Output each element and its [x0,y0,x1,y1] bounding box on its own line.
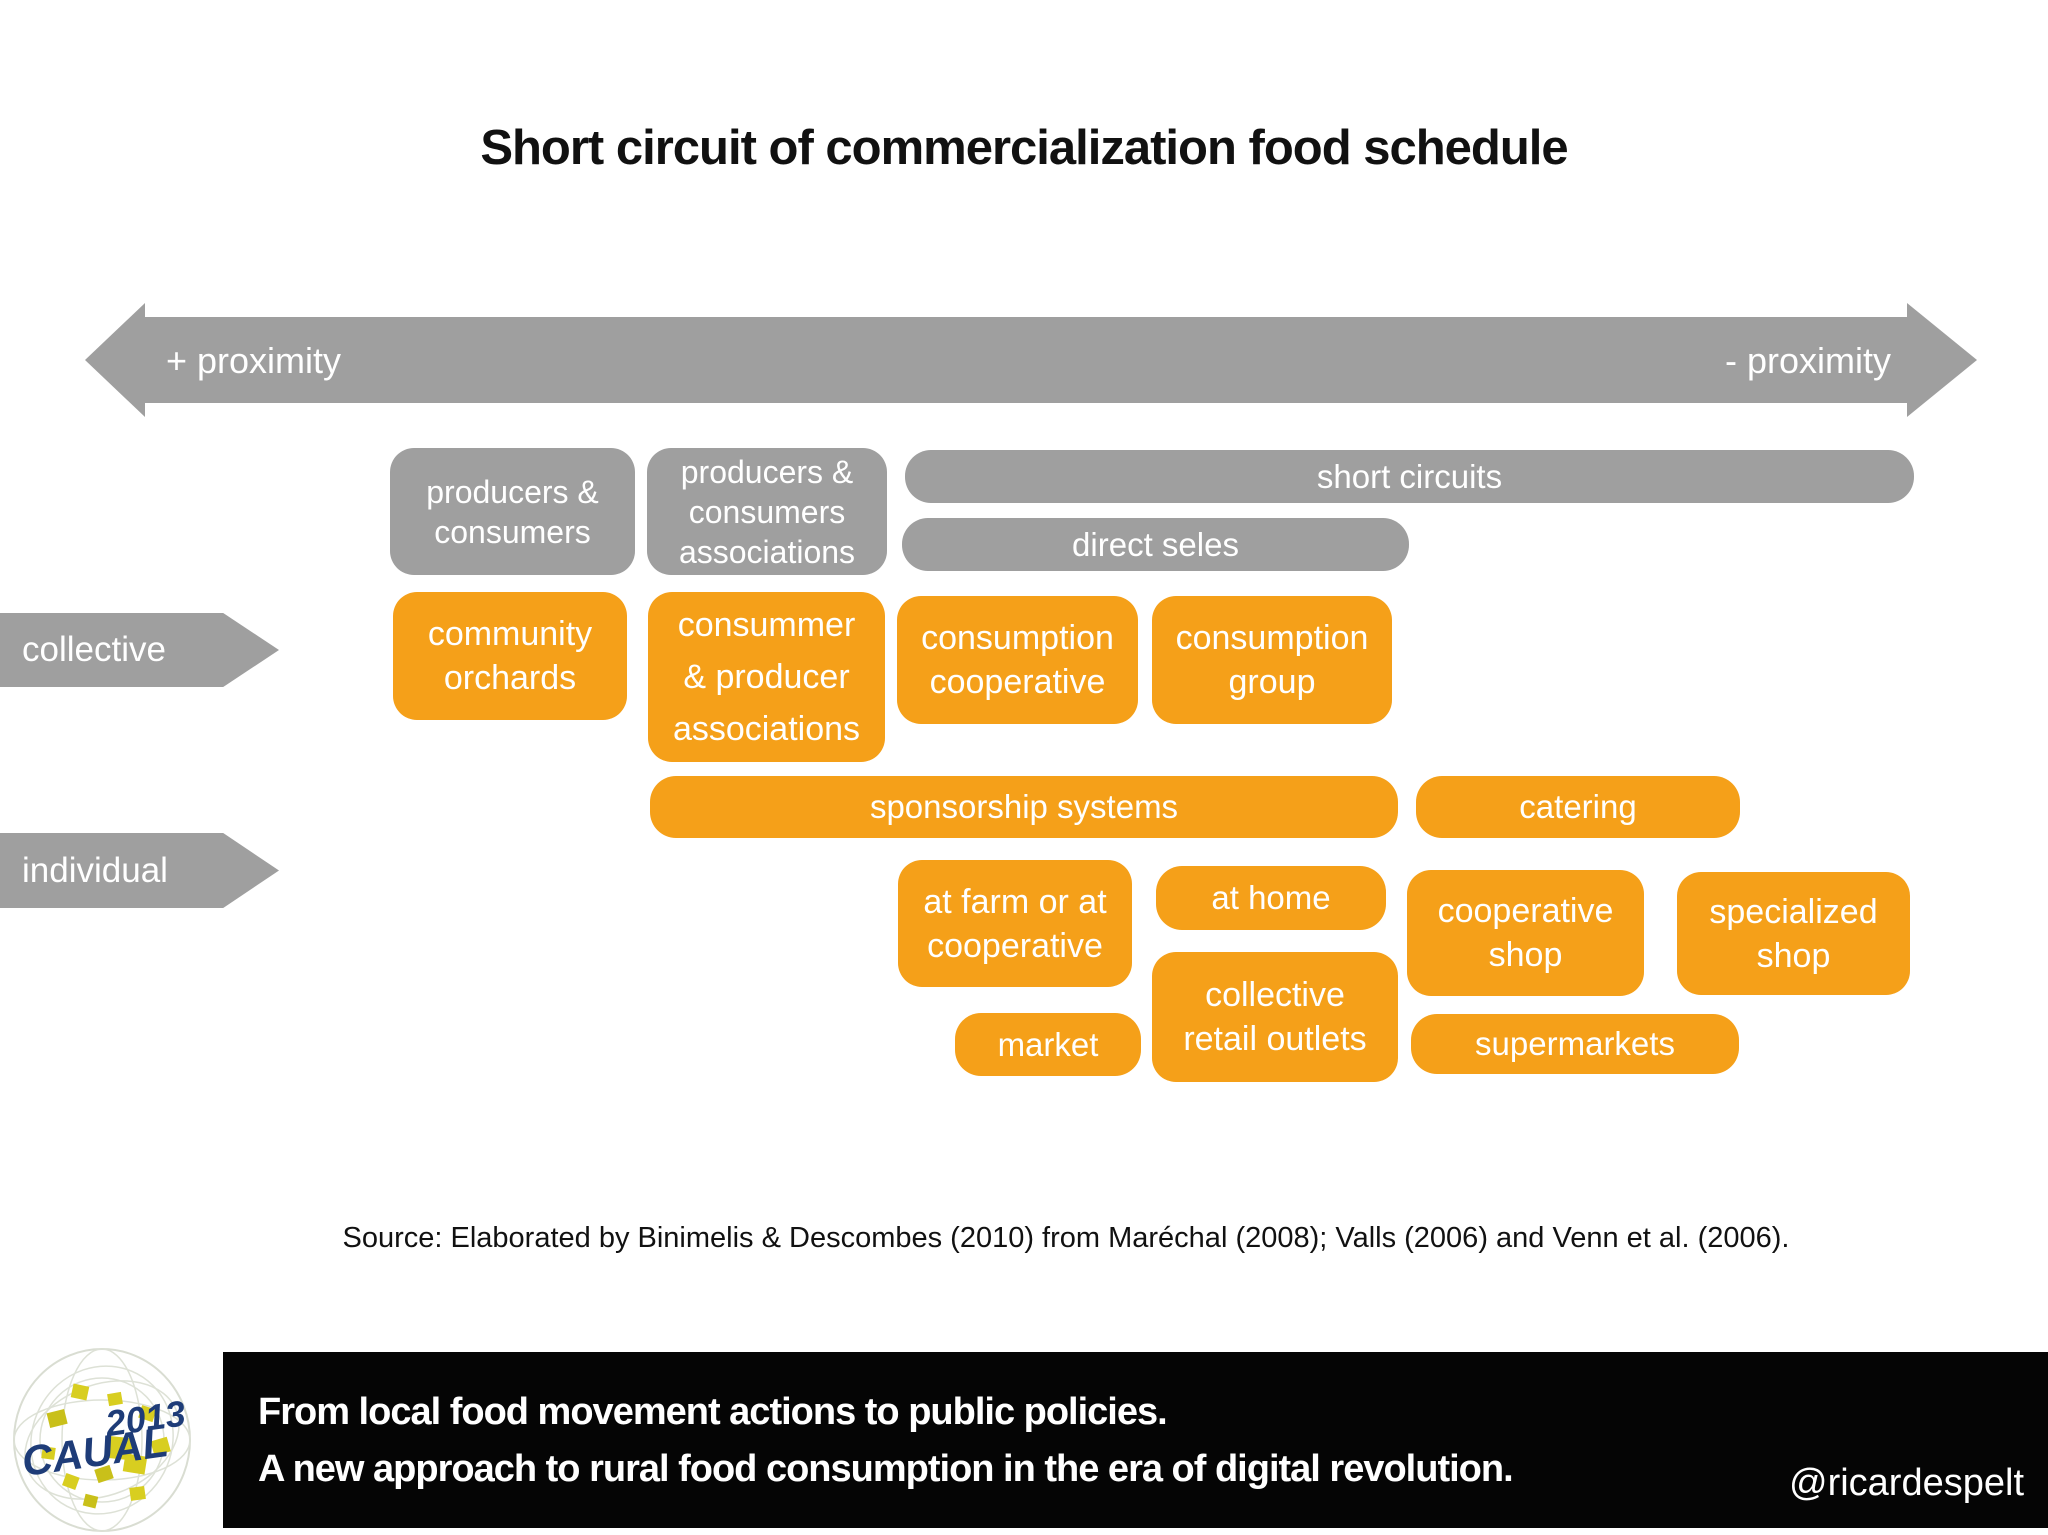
proximity-plus-label: + proximity [166,340,342,381]
box-producers-consumers-associations: producers & consumers associations [647,448,887,575]
box-at-home: at home [1156,866,1386,930]
slide-title: Short circuit of commercialization food … [480,121,1568,175]
casual-2013-conference-logo-icon: CAUAL 2013 [12,1347,192,1535]
box-community-orchards: community orchards [393,592,627,720]
box-catering: catering [1416,776,1740,838]
box-cooperative-shop: cooperative shop [1407,870,1644,996]
individual-arrow: individual [0,833,279,908]
box-consummer-producer-associations: consummer & producer associations [648,592,885,762]
box-consumption-group: consumption group [1152,596,1392,724]
twitter-handle: @ricardespelt [1789,1462,2024,1504]
box-at-farm-or-at-cooperative: at farm or at cooperative [898,860,1132,987]
box-supermarkets: supermarkets [1411,1014,1739,1074]
footer-bar [223,1352,2048,1528]
box-consumption-cooperative: consumption cooperative [897,596,1138,724]
box-sponsorship-systems: sponsorship systems [650,776,1398,838]
box-collective-retail-outlets: collective retail outlets [1152,952,1398,1082]
proximity-arrow-right-head [1907,303,1977,417]
proximity-arrow-left-head [85,303,145,417]
proximity-minus-label: - proximity [1724,340,1891,381]
proximity-axis-arrow [143,317,1907,403]
source-citation: Source: Elaborated by Binimelis & Descom… [342,1222,1790,1254]
box-specialized-shop: specialized shop [1677,872,1910,995]
box-direct-seles: direct seles [902,518,1409,571]
box-market: market [955,1013,1141,1076]
box-short-circuits: short circuits [905,450,1914,503]
box-producers-consumers: producers & consumers [390,448,635,575]
collective-arrow: collective [0,613,279,687]
footer-title: From local food movement actions to publ… [258,1391,1514,1490]
